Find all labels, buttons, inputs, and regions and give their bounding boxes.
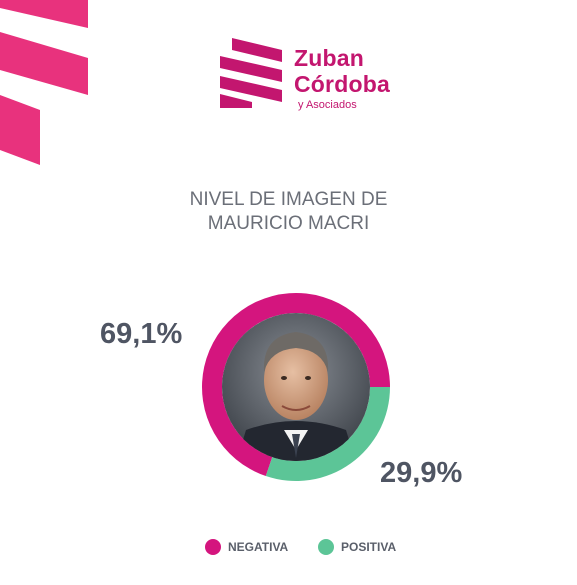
- brand-name-line2: Córdoba: [294, 71, 390, 97]
- brand-name-line1: Zuban: [294, 45, 364, 71]
- legend-swatch-positiva: [318, 539, 334, 555]
- legend-item-negativa: NEGATIVA: [205, 537, 288, 557]
- logo-mark-icon: [220, 38, 282, 108]
- chart-legend: NEGATIVA POSITIVA: [0, 537, 577, 557]
- brand-subtitle: y Asociados: [298, 99, 357, 111]
- legend-item-positiva: POSITIVA: [318, 537, 396, 557]
- chart-title-line2: MAURICIO MACRI: [207, 213, 370, 234]
- chart-title-line1: NIVEL DE IMAGEN DE: [189, 189, 388, 210]
- legend-label-positiva: POSITIVA: [341, 540, 397, 554]
- legend-swatch-negativa: [205, 539, 221, 555]
- positiva-percent-label: 29,9%: [380, 457, 463, 489]
- decorative-stripes: [0, 0, 88, 165]
- brand-logo: Zuban Córdoba y Asociados: [218, 36, 398, 116]
- negativa-percent-label: 69,1%: [100, 318, 183, 350]
- portrait-photo: [222, 313, 370, 461]
- donut-slice-positiva: [265, 387, 390, 482]
- legend-label-negativa: NEGATIVA: [228, 540, 289, 554]
